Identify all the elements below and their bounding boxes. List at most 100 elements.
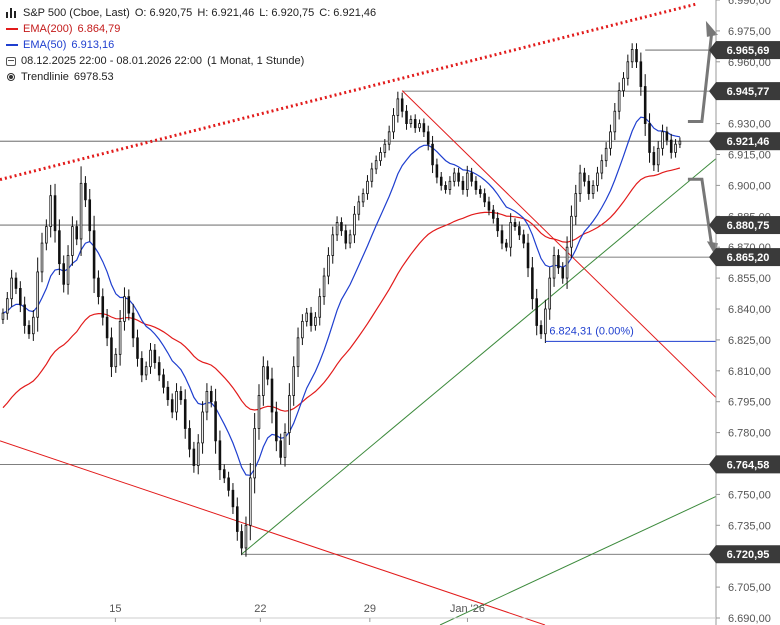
bullish-scenario-arrow	[687, 30, 714, 124]
price-tick-label: 6.735,00	[728, 520, 771, 532]
price-tick-label: 6.750,00	[728, 489, 771, 501]
candle-body	[444, 184, 447, 190]
candle-body	[669, 139, 673, 153]
calendar-icon	[6, 56, 16, 66]
price-tick-label: 6.900,00	[728, 180, 771, 192]
level-label-box	[716, 41, 780, 60]
candle-body	[192, 448, 196, 466]
candle-body	[283, 432, 287, 458]
time-axis[interactable]: 15 22 29 Jan '26	[0, 603, 716, 622]
candle-body	[361, 193, 365, 203]
legend-trend-value: 6978.53	[73, 71, 114, 83]
candle-body	[79, 182, 83, 240]
bullish-arrow-head	[705, 20, 718, 37]
level-label-pointer	[709, 41, 716, 60]
time-tick-label: 15	[109, 603, 121, 615]
legend-trend-label: Trendlinie	[21, 71, 69, 83]
legend-trend-row[interactable]: Trendlinie 6978.53	[6, 69, 376, 85]
candle-body	[123, 296, 126, 322]
candle-body	[591, 184, 595, 195]
level-label-text: 6.921,46	[727, 136, 770, 148]
price-tick-label: 6.915,00	[728, 150, 771, 162]
legend-ema200-value: 6.864,79	[77, 23, 121, 35]
level-label-text: 6.880,75	[727, 220, 770, 232]
candle-body	[253, 428, 256, 479]
candle-body	[114, 353, 118, 368]
candle-body	[578, 172, 582, 195]
time-tick-label: 22	[254, 603, 266, 615]
candle-body	[162, 374, 165, 388]
price-tick-label: 6.840,00	[728, 304, 771, 316]
descending-trendline	[401, 90, 717, 398]
legend-ema200-row[interactable]: EMA(200) 6.864,79	[6, 21, 376, 37]
candle-body	[557, 255, 560, 269]
candle-body	[570, 215, 573, 248]
candle-body	[331, 234, 335, 256]
level-label-pointer	[709, 82, 716, 101]
horizontal-levels	[0, 49, 716, 555]
candle-body	[526, 242, 530, 269]
candle-body	[309, 312, 313, 326]
price-tick-label: 6.810,00	[728, 366, 771, 378]
candle-body	[596, 172, 599, 186]
legend-open: O: 6.920,75	[134, 7, 193, 19]
chart-legend: S&P 500 (Cboe, Last) O: 6.920,75 H: 6.92…	[6, 5, 376, 85]
candle-body	[552, 255, 556, 279]
candle-body	[656, 147, 660, 166]
level-label-text: 6.764,58	[727, 459, 770, 471]
candle-body	[431, 143, 434, 166]
candle-body	[678, 140, 682, 145]
annotations: 6.824,31 (0.00%)	[545, 325, 716, 342]
legend-interval: (1 Monat, 1 Stunde)	[207, 55, 305, 67]
candle-body	[179, 390, 183, 401]
candle-body	[544, 308, 547, 335]
level-label-pointer	[709, 455, 716, 474]
candle-body	[340, 222, 343, 232]
candle-body	[45, 226, 48, 244]
candle-body	[32, 316, 35, 335]
candle-body	[613, 110, 617, 133]
low-annotation-text: 6.824,31 (0.00%)	[549, 325, 633, 337]
legend-high: H: 6.921,46	[197, 7, 255, 19]
legend-close: C: 6.921,46	[319, 7, 377, 19]
candle-body	[483, 193, 486, 203]
candle-body	[448, 180, 452, 190]
candle-body	[379, 152, 382, 162]
candle-body	[170, 399, 174, 413]
candle-body	[439, 176, 443, 186]
candle-body	[435, 164, 439, 178]
price-tick-label: 6.780,00	[728, 428, 771, 440]
candle-body	[457, 172, 460, 182]
candle-body	[470, 172, 473, 182]
candle-body	[392, 114, 395, 133]
candle-body	[188, 428, 191, 450]
candle-body	[218, 440, 222, 471]
candle-body	[214, 401, 217, 442]
legend-ohlc-row: S&P 500 (Cboe, Last) O: 6.920,75 H: 6.92…	[6, 5, 376, 21]
candle-body	[518, 226, 521, 236]
trendlines	[0, 2, 717, 625]
candle-body	[66, 255, 70, 285]
candle-body	[14, 277, 18, 289]
green-lower-channel	[439, 496, 717, 625]
legend-ema50-row[interactable]: EMA(50) 6.913,16	[6, 37, 376, 53]
candle-body	[235, 506, 239, 532]
legend-range-row: 08.12.2025 22:00 - 08.01.2026 22:00 (1 M…	[6, 53, 376, 69]
candle-body	[314, 316, 317, 326]
candle-body	[357, 201, 361, 215]
candle-body	[327, 255, 330, 277]
green-support-trendline	[241, 158, 717, 555]
candle-body	[140, 358, 144, 376]
candle-body	[426, 131, 430, 145]
candle-body	[270, 378, 274, 413]
level-label-box	[716, 132, 780, 151]
candle-body	[492, 209, 495, 219]
candle-body	[418, 123, 421, 129]
candle-body	[322, 275, 326, 298]
candle-body	[383, 143, 387, 153]
candle-body	[674, 143, 677, 153]
candle-body	[505, 242, 508, 248]
candle-body	[639, 61, 643, 87]
candle-body	[275, 411, 278, 442]
